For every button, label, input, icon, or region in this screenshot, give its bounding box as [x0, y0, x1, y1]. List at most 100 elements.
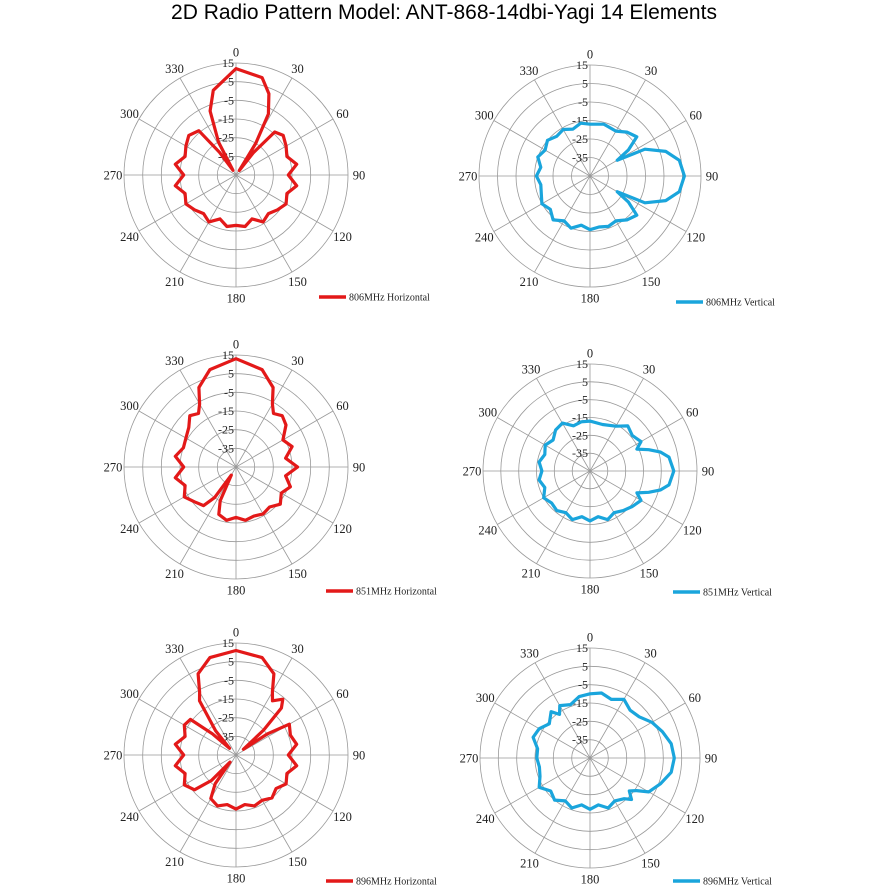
- grid-ring: [482, 363, 698, 579]
- grid-ring: [497, 83, 683, 269]
- angle-tick-label: 150: [288, 275, 307, 289]
- angle-tick-label: 60: [336, 399, 349, 413]
- polar-chart-4: 155-5-15-25-3503060901201501802102402703…: [463, 347, 773, 599]
- angle-tick-label: 210: [165, 855, 184, 869]
- grid-ring: [515, 101, 665, 251]
- angle-tick-label: 120: [333, 810, 352, 824]
- grid-ring: [142, 81, 330, 269]
- r-tick-label: -25: [572, 428, 588, 442]
- grid-ring: [500, 381, 680, 561]
- angle-tick-label: 240: [476, 812, 495, 826]
- grid-ring: [198, 717, 274, 793]
- grid-ring: [571, 157, 609, 195]
- angle-tick-label: 90: [705, 752, 718, 766]
- angle-tick-label: 150: [642, 275, 661, 289]
- r-tick-label: 15: [576, 58, 588, 72]
- r-tick-label: 5: [582, 375, 588, 389]
- r-tick-label: 15: [222, 348, 234, 362]
- r-tick-label: -15: [218, 404, 234, 418]
- angle-tick-label: 240: [120, 810, 139, 824]
- r-tick-label: -5: [224, 673, 234, 687]
- angle-tick-label: 120: [686, 231, 705, 245]
- legend-label: 806MHz Vertical: [706, 298, 775, 309]
- angle-tick-label: 90: [706, 170, 719, 184]
- angle-tick-label: 0: [233, 338, 239, 352]
- r-tick-label: 15: [222, 56, 234, 70]
- r-tick-label: 15: [576, 641, 588, 655]
- angle-tick-label: 270: [104, 169, 123, 183]
- grid-ring: [216, 447, 256, 487]
- r-tick-label: 15: [222, 636, 234, 650]
- angle-tick-label: 300: [120, 687, 139, 701]
- angle-tick-label: 0: [587, 631, 593, 645]
- pattern-trace: [173, 67, 299, 229]
- grid-ring: [179, 698, 293, 812]
- angle-tick-label: 30: [291, 642, 304, 656]
- grid-ring: [123, 62, 349, 288]
- angle-tick-label: 300: [120, 107, 139, 121]
- grid-ring: [216, 155, 256, 195]
- angle-tick-label: 90: [353, 169, 366, 183]
- legend-label: 896MHz Vertical: [703, 877, 772, 888]
- r-tick-label: 5: [228, 367, 234, 381]
- angle-tick-label: 150: [640, 567, 659, 581]
- angle-tick-label: 60: [336, 107, 349, 121]
- grid-ring: [216, 735, 256, 775]
- angle-tick-label: 210: [165, 275, 184, 289]
- r-tick-label: -35: [572, 733, 588, 747]
- angle-tick-label: 90: [353, 461, 366, 475]
- angle-tick-label: 60: [686, 406, 699, 420]
- angle-tick-label: 330: [165, 354, 184, 368]
- grid-ring: [179, 410, 293, 524]
- angle-tick-label: 0: [233, 46, 239, 60]
- r-tick-label: -35: [218, 441, 234, 455]
- angle-tick-label: 180: [227, 872, 246, 886]
- angle-tick-label: 120: [683, 524, 702, 538]
- angle-tick-label: 150: [288, 855, 307, 869]
- grid-ring: [160, 679, 312, 831]
- angle-tick-label: 300: [476, 691, 495, 705]
- polar-chart-5: 155-5-15-25-3503060901201501802102402703…: [104, 626, 437, 888]
- r-tick-label: 5: [582, 77, 588, 91]
- r-tick-label: -35: [572, 446, 588, 460]
- angle-tick-label: 270: [463, 465, 482, 479]
- angle-tick-label: 180: [581, 292, 600, 306]
- angle-tick-label: 60: [689, 109, 702, 123]
- pattern-trace: [173, 357, 300, 522]
- grid-ring: [552, 720, 628, 796]
- pattern-trace: [173, 648, 299, 811]
- angle-tick-label: 150: [288, 567, 307, 581]
- grid-ring: [478, 64, 702, 288]
- r-tick-label: -15: [218, 112, 234, 126]
- angle-tick-label: 240: [478, 524, 497, 538]
- legend-label: 806MHz Horizontal: [349, 293, 430, 304]
- pattern-trace: [531, 691, 676, 811]
- polar-chart-2: 155-5-15-25-3503060901201501802102402703…: [459, 48, 776, 309]
- grid-ring: [552, 138, 628, 214]
- r-tick-label: -5: [224, 93, 234, 107]
- r-tick-label: -5: [578, 393, 588, 407]
- r-tick-label: -25: [218, 711, 234, 725]
- angle-tick-label: 30: [644, 647, 657, 661]
- r-tick-label: 5: [228, 655, 234, 669]
- angle-tick-label: 60: [689, 691, 702, 705]
- r-tick-label: -25: [218, 423, 234, 437]
- r-tick-label: -25: [572, 132, 588, 146]
- grid-ring: [160, 391, 312, 543]
- r-tick-label: 5: [228, 75, 234, 89]
- grid-ring: [534, 120, 646, 232]
- angle-tick-label: 270: [460, 752, 479, 766]
- angle-tick-label: 0: [587, 347, 593, 361]
- polar-chart-3: 15 5 -5 -15 -25 -35 0 30 60 90 120 150 180 210 240 270 3…: [104, 338, 437, 598]
- angle-tick-label: 240: [120, 522, 139, 536]
- angle-tick-label: 330: [522, 362, 541, 376]
- grid-ring: [123, 642, 349, 868]
- angle-tick-label: 0: [587, 48, 593, 62]
- grid-ring: [516, 684, 664, 832]
- angle-tick-label: 270: [104, 461, 123, 475]
- angle-tick-label: 210: [165, 567, 184, 581]
- angle-tick-label: 330: [520, 64, 539, 78]
- angle-tick-label: 240: [120, 230, 139, 244]
- r-tick-label: -25: [218, 131, 234, 145]
- polar-chart-6: 155-5-15-25-3503060901201501802102402703…: [460, 631, 773, 888]
